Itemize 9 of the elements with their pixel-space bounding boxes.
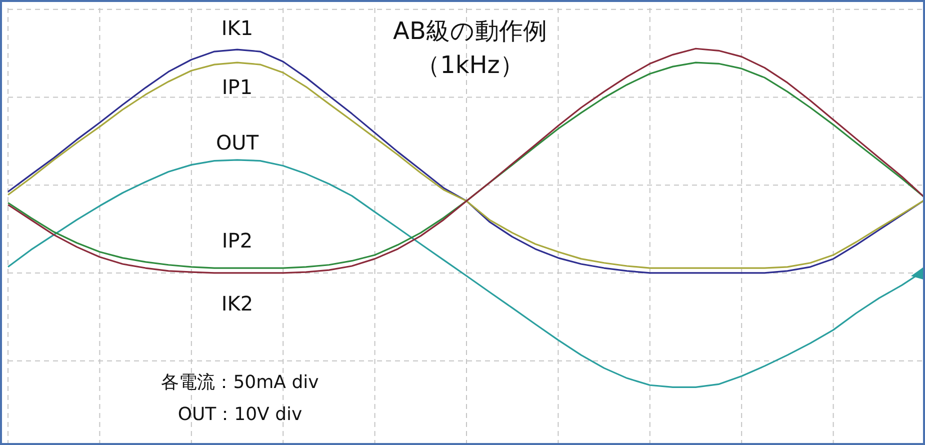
series-label: OUT xyxy=(216,130,260,154)
series-label: IK1 xyxy=(221,16,254,40)
text: OUT：10V div xyxy=(176,403,304,426)
chart-title: AB級の動作例 xyxy=(392,16,548,47)
series-label: IK2 xyxy=(221,291,254,316)
chart-subtitle: （1kHz） xyxy=(415,50,525,81)
series-label: IP1 xyxy=(222,75,253,99)
series-label: IP2 xyxy=(222,228,253,252)
annotation: 各電流：50mA div xyxy=(160,371,320,394)
